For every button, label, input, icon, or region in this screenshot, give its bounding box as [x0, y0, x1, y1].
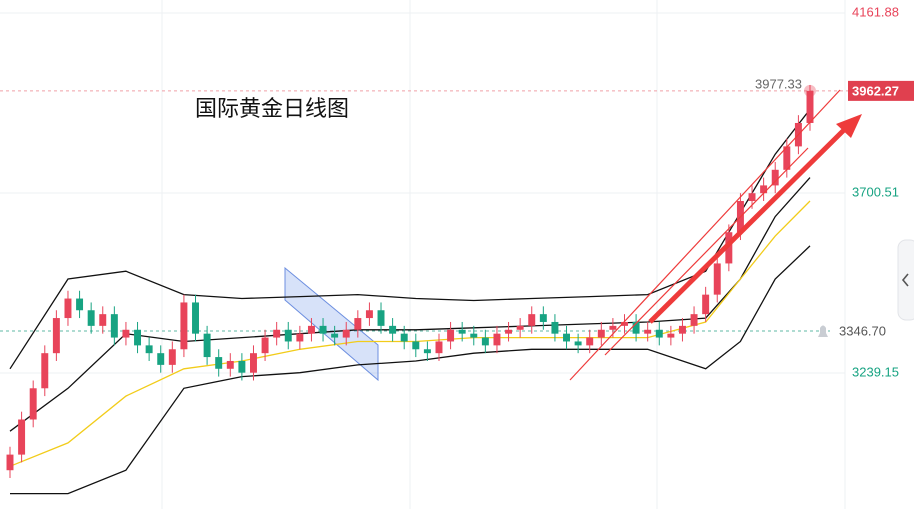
candle-body [470, 333, 478, 338]
candle-body [690, 314, 698, 326]
y-tick-label: 4161.88 [852, 4, 899, 19]
candle-body [678, 325, 686, 334]
side-tab-bg[interactable] [897, 239, 914, 321]
candle-body [157, 353, 165, 365]
candle-body [389, 325, 397, 334]
candle-body [99, 314, 107, 326]
candle-body [52, 318, 60, 354]
candle-body [400, 333, 408, 342]
candle-body [6, 454, 14, 471]
candle-body [261, 337, 269, 354]
candle-body [110, 314, 118, 338]
candle-body [250, 353, 257, 373]
candle-body [713, 263, 721, 295]
candle-body [493, 333, 501, 346]
candle-body [284, 329, 292, 342]
candle-body [76, 298, 84, 311]
candle-body [342, 329, 350, 338]
ref-label: 3346.70 [839, 323, 886, 338]
candle-body [655, 329, 663, 338]
candle-body [122, 329, 130, 338]
candle-body [319, 325, 327, 334]
candle-body [87, 310, 95, 326]
candle-body [702, 294, 710, 315]
candle-body [458, 329, 466, 334]
candle-body [516, 325, 524, 330]
y-tick-label: 3239.15 [852, 364, 899, 379]
candle-body [725, 232, 733, 264]
indicator-line [9, 200, 811, 467]
candle-body [296, 333, 304, 342]
candle-body [806, 90, 814, 123]
chevron[interactable] [901, 273, 909, 287]
candle-body [273, 329, 281, 338]
candle-body [760, 185, 768, 194]
candle-body [586, 337, 594, 346]
indicator-line [9, 177, 811, 432]
candle-body [215, 357, 223, 369]
candle-body [238, 360, 246, 373]
indicator-line [10, 245, 811, 495]
price-label: 3962.27 [852, 83, 899, 98]
candle-body [203, 333, 211, 358]
price-box [848, 80, 914, 101]
candle-body [632, 321, 640, 334]
bell-icon [818, 325, 828, 338]
candle-body [331, 333, 339, 338]
candle-body [180, 302, 188, 350]
side-tab[interactable] [897, 239, 914, 321]
candle-body [168, 349, 176, 365]
candle-body [18, 419, 26, 455]
candle-body [505, 329, 513, 334]
arrow-head [836, 114, 862, 138]
candle-body [644, 329, 652, 334]
trend-annotations [569, 89, 862, 381]
candle-body [551, 321, 559, 334]
candle-body [64, 298, 72, 319]
high-label: 3977.33 [755, 76, 802, 91]
candle-body [435, 341, 443, 354]
candle-body [412, 341, 420, 350]
candle-body [134, 329, 142, 346]
candle-body [41, 353, 49, 389]
chart-title: 国际黄金日线图 [195, 96, 349, 121]
price-pulse [804, 84, 816, 97]
candle-body [423, 349, 431, 354]
candle-body [192, 302, 199, 334]
trend-line [569, 89, 841, 381]
trend-line [604, 147, 809, 356]
candle-body [447, 329, 455, 342]
y-tick-label: 3700.51 [852, 184, 899, 199]
candle-body [771, 169, 779, 186]
indicator-lines [9, 108, 811, 495]
candle-body [145, 345, 153, 354]
candle-body [29, 388, 37, 420]
candle-body [354, 318, 362, 330]
candle-body [748, 193, 756, 202]
candle-body [365, 310, 373, 319]
candle-body [667, 333, 675, 338]
trend-arrow [648, 124, 850, 324]
candle-body [574, 341, 582, 346]
candle-body [609, 325, 617, 330]
candle-body [528, 314, 536, 326]
axis-labels: 3239.15 3700.51 4161.88 3346.70 3977.33 3962.… [755, 4, 914, 379]
candle-body [621, 321, 628, 326]
candle-body [563, 333, 570, 342]
indicator-line [9, 108, 811, 370]
candle-body [226, 360, 234, 369]
candle-body [481, 337, 489, 346]
vertical-grid [161, 0, 846, 509]
candle-body [377, 310, 385, 326]
candle-body [539, 314, 547, 322]
candle-body [597, 329, 605, 338]
candle-body [783, 146, 791, 170]
candle-body [307, 325, 315, 334]
